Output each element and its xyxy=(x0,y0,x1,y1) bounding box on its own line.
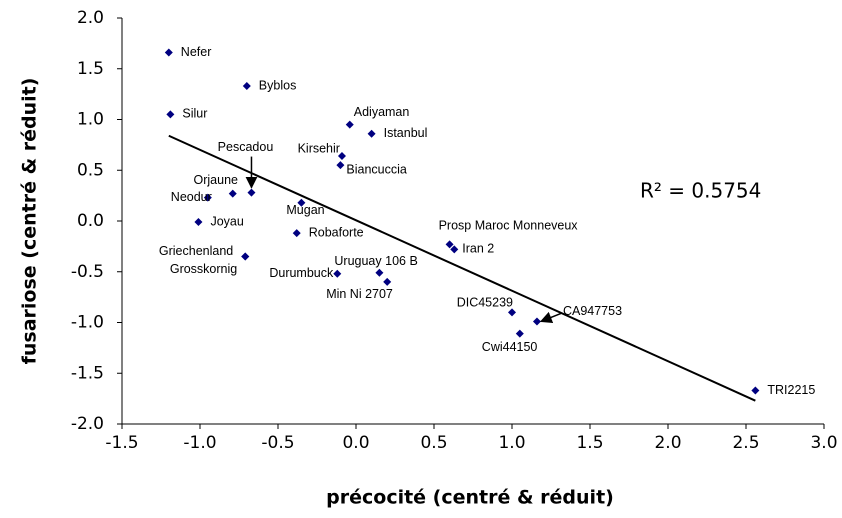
point-label: Adiyaman xyxy=(354,105,410,119)
point xyxy=(247,188,256,197)
point-label: Min Ni 2707 xyxy=(326,287,393,301)
point-label: Prosp Maroc Monneveux xyxy=(439,219,579,233)
x-axis-label: précocité (centré & réduit) xyxy=(326,487,614,509)
point xyxy=(515,329,524,338)
y-tick-label: -1.5 xyxy=(71,363,104,383)
y-tick-label: -1.0 xyxy=(71,313,104,333)
trendline xyxy=(168,134,756,402)
point xyxy=(508,308,516,317)
r-squared: R² = 0.5754 xyxy=(640,179,761,203)
point-label: Orjaune xyxy=(194,173,239,187)
x-tick-label: 3.0 xyxy=(810,433,837,453)
y-tick-label: 1.0 xyxy=(77,110,104,130)
y-tick-label: 0.5 xyxy=(77,160,104,180)
point-label: TRI2215 xyxy=(767,383,815,397)
point xyxy=(383,277,392,286)
y-tick-label: 0.0 xyxy=(77,211,104,231)
point-label: Biancuccia xyxy=(346,162,406,176)
point xyxy=(751,386,760,395)
point-label: Cwi44150 xyxy=(482,340,538,354)
point xyxy=(333,269,342,278)
point xyxy=(242,82,251,91)
point xyxy=(375,268,384,277)
point xyxy=(241,252,250,261)
x-tick-label: 2.0 xyxy=(654,433,681,453)
point xyxy=(164,48,173,57)
y-axis-label: fusariose (centré & réduit) xyxy=(19,78,41,365)
point-label: Robaforte xyxy=(309,225,364,239)
point xyxy=(336,161,345,170)
point-label: Grosskornig xyxy=(170,262,237,276)
x-tick-label: -0.5 xyxy=(261,433,294,453)
point-label: Uruguay 106 B xyxy=(334,254,417,268)
point xyxy=(194,218,203,227)
y-tick-label: -0.5 xyxy=(71,262,104,282)
arrow xyxy=(539,311,562,324)
point xyxy=(166,110,175,119)
point-label: Iran 2 xyxy=(462,242,494,256)
x-tick-label: -1.0 xyxy=(183,433,216,453)
point xyxy=(228,189,237,198)
x-tick-label: -1.5 xyxy=(105,433,138,453)
point-label: Pescadou xyxy=(218,140,274,154)
point-label: Nefer xyxy=(181,45,212,59)
point xyxy=(203,193,212,202)
x-tick-label: 0.0 xyxy=(342,433,369,453)
point-label: Neodur xyxy=(171,190,212,204)
point-label: Griechenland xyxy=(159,244,233,258)
point-label: Durumbuck xyxy=(269,266,334,280)
x-tick-label: 2.5 xyxy=(732,433,759,453)
point-label: DIC45239 xyxy=(457,296,513,310)
point-label: CA947753 xyxy=(563,304,622,318)
point-label: Kirsehir xyxy=(298,141,340,155)
point xyxy=(297,198,306,207)
point xyxy=(292,229,301,238)
point xyxy=(345,120,354,129)
point-label: Joyau xyxy=(210,214,243,228)
point-label: Mugan xyxy=(286,203,324,217)
y-tick-label: -2.0 xyxy=(71,414,104,434)
x-tick-label: 1.0 xyxy=(498,433,525,453)
point xyxy=(367,129,376,138)
point xyxy=(445,240,454,249)
point-label: Istanbul xyxy=(384,126,428,140)
point-label: Silur xyxy=(182,107,207,121)
x-tick-label: 1.5 xyxy=(576,433,603,453)
y-tick-label: 2.0 xyxy=(77,8,104,28)
x-tick-label: 0.5 xyxy=(420,433,447,453)
point xyxy=(450,245,459,254)
point xyxy=(337,152,346,161)
point-label: Byblos xyxy=(259,78,297,92)
point xyxy=(532,317,541,326)
y-tick-label: 1.5 xyxy=(77,59,104,79)
